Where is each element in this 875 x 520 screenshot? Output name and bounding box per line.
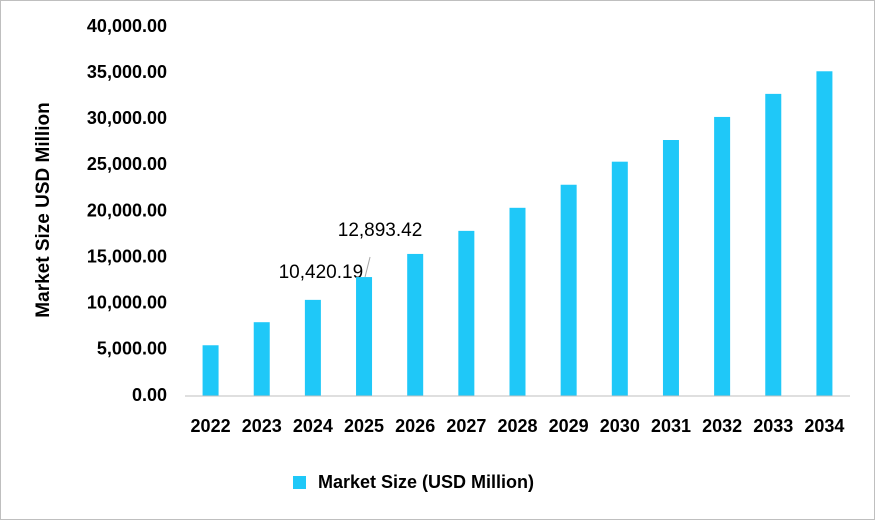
y-tick-label: 35,000.00 <box>87 62 167 82</box>
y-tick-label: 10,000.00 <box>87 293 167 313</box>
x-tick-label: 2030 <box>600 416 640 436</box>
y-tick-label: 0.00 <box>132 385 167 405</box>
y-axis-title: Market Size USD Million <box>33 102 54 317</box>
y-tick-label: 30,000.00 <box>87 108 167 128</box>
leader-line <box>364 256 371 278</box>
data-label: 10,420.19 <box>279 262 364 283</box>
x-tick-label: 2033 <box>753 416 793 436</box>
bar <box>560 184 577 396</box>
data-label: 12,893.42 <box>338 220 423 241</box>
bar <box>356 277 373 396</box>
bar <box>662 140 679 396</box>
x-tick-label: 2023 <box>242 416 282 436</box>
x-tick-label: 2032 <box>702 416 742 436</box>
bar <box>202 345 219 396</box>
bar <box>714 116 731 396</box>
x-tick-label: 2024 <box>293 416 333 436</box>
x-tick-label: 2025 <box>344 416 384 436</box>
x-tick-label: 2022 <box>191 416 231 436</box>
bar <box>407 253 424 396</box>
y-tick-label: 25,000.00 <box>87 154 167 174</box>
y-tick-label: 5,000.00 <box>97 339 167 359</box>
x-tick-label: 2026 <box>395 416 435 436</box>
x-tick-label: 2029 <box>549 416 589 436</box>
y-tick-label: 15,000.00 <box>87 246 167 266</box>
x-tick-label: 2027 <box>446 416 486 436</box>
y-tick-label: 40,000.00 <box>87 16 167 36</box>
legend-swatch <box>293 476 306 489</box>
bar <box>765 93 782 396</box>
bar <box>304 299 321 396</box>
y-tick-label: 20,000.00 <box>87 200 167 220</box>
x-tick-label: 2031 <box>651 416 691 436</box>
bar <box>458 230 475 396</box>
bar <box>253 322 270 396</box>
bar <box>611 161 628 396</box>
bar <box>509 207 526 396</box>
x-tick-label: 2034 <box>804 416 844 436</box>
bar <box>816 71 833 396</box>
legend-label: Market Size (USD Million) <box>318 472 534 492</box>
x-tick-label: 2028 <box>497 416 537 436</box>
